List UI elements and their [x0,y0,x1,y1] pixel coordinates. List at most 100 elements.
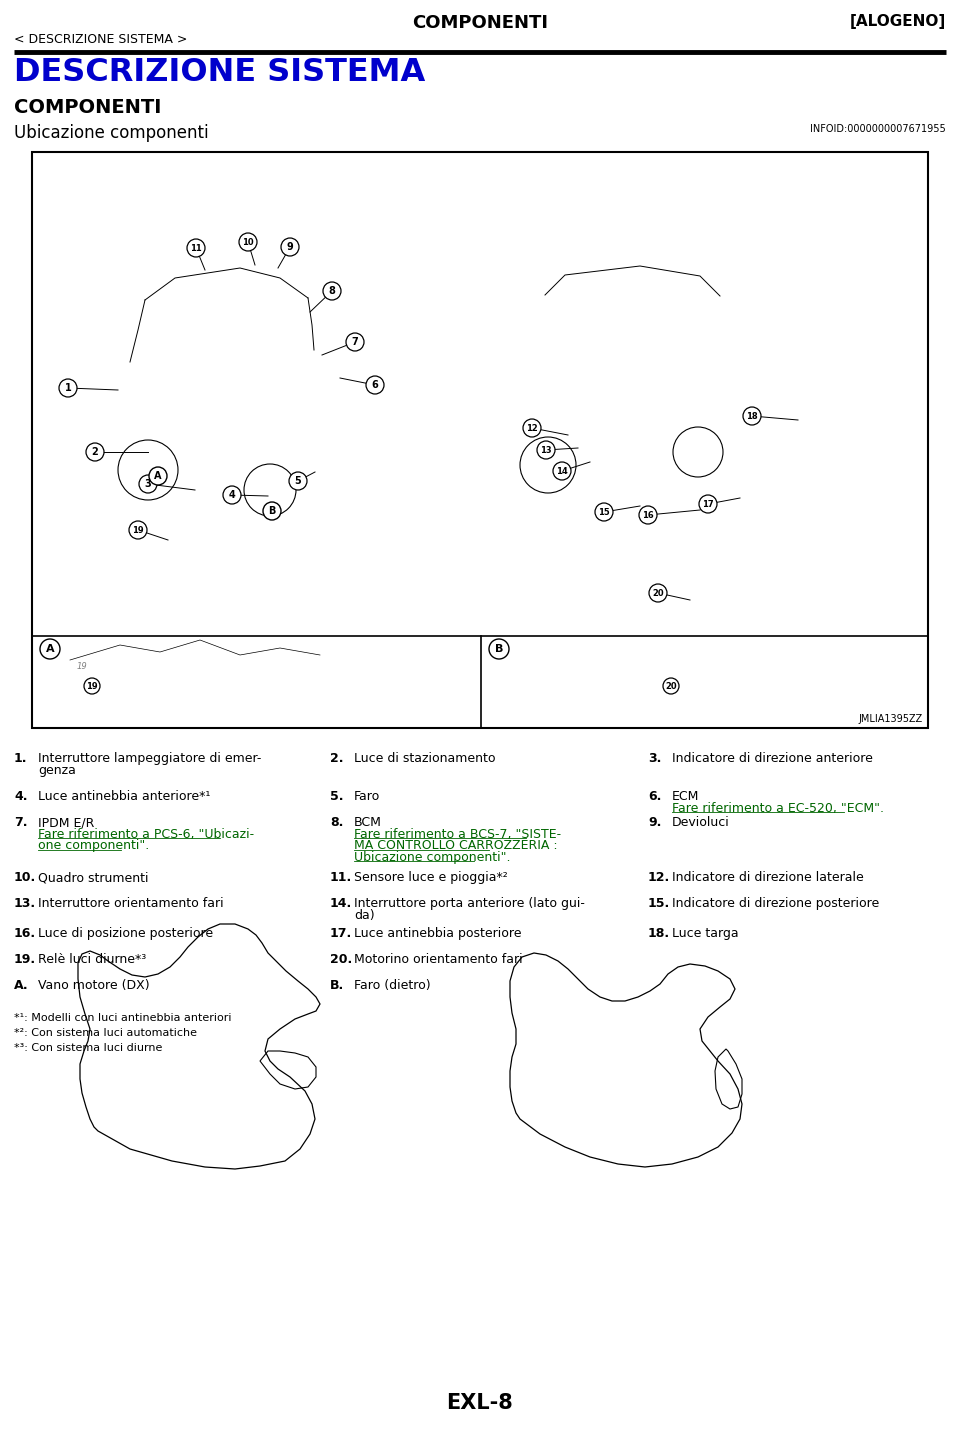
Circle shape [743,407,761,424]
Text: *¹: Modelli con luci antinebbia anteriori: *¹: Modelli con luci antinebbia anterior… [14,1013,231,1023]
Text: 8: 8 [328,286,335,296]
Circle shape [84,677,100,694]
Text: COMPONENTI: COMPONENTI [412,14,548,31]
Text: 11: 11 [190,243,202,253]
Circle shape [59,379,77,397]
Circle shape [323,282,341,300]
Text: 3: 3 [145,479,152,489]
Text: Fare riferimento a EC-520, "ECM".: Fare riferimento a EC-520, "ECM". [672,802,884,815]
Text: 2.: 2. [330,752,344,765]
Text: Quadro strumenti: Quadro strumenti [38,872,149,885]
Text: 11.: 11. [330,872,352,885]
Text: 16.: 16. [14,927,36,940]
Text: Devioluci: Devioluci [672,816,730,829]
Text: 14.: 14. [330,897,352,910]
Text: 9.: 9. [648,816,661,829]
Text: Indicatore di direzione anteriore: Indicatore di direzione anteriore [672,752,873,765]
Text: 13.: 13. [14,897,36,910]
Text: 8.: 8. [330,816,344,829]
Text: [ALOGENO]: [ALOGENO] [850,14,946,29]
Text: 20.: 20. [330,953,352,966]
Text: BCM: BCM [354,816,382,829]
Circle shape [149,467,167,484]
Text: 19: 19 [132,526,144,534]
Text: Vano motore (DX): Vano motore (DX) [38,979,150,992]
Circle shape [639,506,657,524]
Text: Sensore luce e pioggia*²: Sensore luce e pioggia*² [354,872,508,885]
Circle shape [346,333,364,352]
Text: IPDM E/R: IPDM E/R [38,816,94,829]
Text: 15.: 15. [648,897,670,910]
Text: Luce antinebbia posteriore: Luce antinebbia posteriore [354,927,521,940]
Text: 20: 20 [652,589,663,597]
Text: Motorino orientamento fari: Motorino orientamento fari [354,953,522,966]
Text: 18: 18 [746,412,757,420]
Circle shape [553,462,571,480]
Text: 14: 14 [556,466,568,476]
Circle shape [40,639,60,659]
Text: 1: 1 [64,383,71,393]
Circle shape [239,233,257,252]
Circle shape [649,584,667,602]
Text: 12: 12 [526,423,538,433]
Circle shape [223,486,241,504]
Text: 5.: 5. [330,790,344,803]
Text: B: B [268,506,276,516]
Text: 5: 5 [295,476,301,486]
Circle shape [139,474,157,493]
Text: 1.: 1. [14,752,28,765]
Text: *³: Con sistema luci diurne: *³: Con sistema luci diurne [14,1043,162,1053]
Text: 13: 13 [540,446,552,454]
Text: A: A [155,472,161,482]
Text: EXL-8: EXL-8 [446,1393,514,1413]
Circle shape [129,522,147,539]
Text: 3.: 3. [648,752,661,765]
Text: 18.: 18. [648,927,670,940]
Text: *²: Con sistema luci automatiche: *²: Con sistema luci automatiche [14,1027,197,1037]
Circle shape [366,376,384,394]
Text: 7.: 7. [14,816,28,829]
Text: Fare riferimento a BCS-7, "SISTE-: Fare riferimento a BCS-7, "SISTE- [354,827,562,840]
Text: Relè luci diurne*³: Relè luci diurne*³ [38,953,146,966]
Text: 9: 9 [287,242,294,252]
Text: Interruttore orientamento fari: Interruttore orientamento fari [38,897,224,910]
Text: Ubicazione componenti: Ubicazione componenti [14,124,208,141]
Circle shape [663,677,679,694]
Text: B.: B. [330,979,345,992]
Text: 17.: 17. [330,927,352,940]
Text: Luce targa: Luce targa [672,927,738,940]
Text: 10.: 10. [14,872,36,885]
Text: Luce di stazionamento: Luce di stazionamento [354,752,495,765]
Circle shape [523,419,541,437]
Text: Interruttore porta anteriore (lato gui-: Interruttore porta anteriore (lato gui- [354,897,585,910]
Text: B: B [494,644,503,654]
Text: 19: 19 [86,682,98,690]
Text: INFOID:0000000007671955: INFOID:0000000007671955 [810,124,946,134]
Text: genza: genza [38,763,76,776]
Text: 17: 17 [702,500,714,509]
Text: one componenti".: one componenti". [38,839,149,852]
Text: MA CONTROLLO CARROZZERIA :: MA CONTROLLO CARROZZERIA : [354,839,558,852]
Text: 6: 6 [372,380,378,390]
Text: ECM: ECM [672,790,700,803]
Text: A.: A. [14,979,29,992]
Circle shape [86,443,104,462]
Text: JMLIA1395ZZ: JMLIA1395ZZ [859,714,923,725]
Circle shape [281,239,299,256]
Text: 2: 2 [91,447,98,457]
Text: Luce antinebbia anteriore*¹: Luce antinebbia anteriore*¹ [38,790,210,803]
Text: Interruttore lampeggiatore di emer-: Interruttore lampeggiatore di emer- [38,752,261,765]
Text: Indicatore di direzione laterale: Indicatore di direzione laterale [672,872,864,885]
Text: 4.: 4. [14,790,28,803]
Text: COMPONENTI: COMPONENTI [14,99,161,117]
Text: Luce di posizione posteriore: Luce di posizione posteriore [38,927,213,940]
Text: 10: 10 [242,237,253,246]
Text: < DESCRIZIONE SISTEMA >: < DESCRIZIONE SISTEMA > [14,33,187,46]
Text: 15: 15 [598,507,610,516]
Bar [32,151,928,727]
Circle shape [595,503,613,522]
Text: 16: 16 [642,510,654,520]
Text: 19.: 19. [14,953,36,966]
Text: 6.: 6. [648,790,661,803]
Text: 4: 4 [228,490,235,500]
